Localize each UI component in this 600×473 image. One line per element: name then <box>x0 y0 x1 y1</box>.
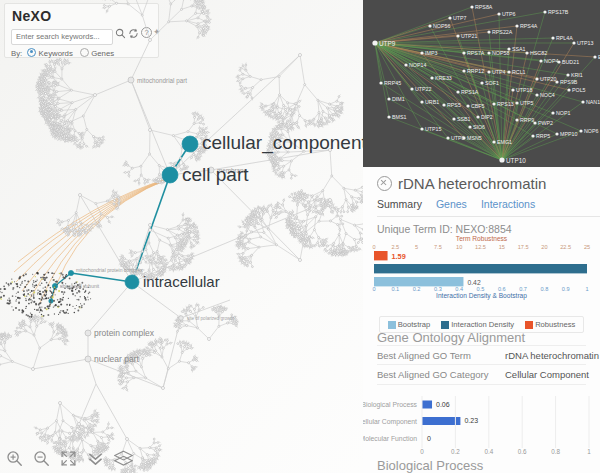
svg-text:MPP10: MPP10 <box>560 131 577 137</box>
svg-text:RPS22A: RPS22A <box>492 29 513 35</box>
svg-text:EMG1: EMG1 <box>497 139 512 145</box>
svg-text:RPS8A: RPS8A <box>475 4 493 10</box>
svg-text:UTP6: UTP6 <box>502 11 516 17</box>
svg-text:22.5: 22.5 <box>560 244 571 250</box>
svg-text:nuclear part: nuclear part <box>94 354 140 364</box>
svg-text:5: 5 <box>415 244 418 250</box>
svg-text:site of polarized growth: site of polarized growth <box>187 316 235 321</box>
svg-text:NOP1: NOP1 <box>556 110 570 116</box>
svg-text:NOP56: NOP56 <box>433 23 450 29</box>
svg-text:NOP4: NOP4 <box>544 58 558 64</box>
svg-text:UTP15: UTP15 <box>425 126 442 132</box>
svg-text:Biological Process: Biological Process <box>363 401 418 409</box>
svg-text:NAN1: NAN1 <box>586 99 600 105</box>
svg-text:UTP10: UTP10 <box>506 157 526 164</box>
svg-text:BMS1: BMS1 <box>392 114 406 120</box>
svg-text:KRI1: KRI1 <box>571 72 583 78</box>
svg-text:UTP20: UTP20 <box>540 76 557 82</box>
svg-text:DIM1: DIM1 <box>392 96 405 102</box>
svg-text:cell part: cell part <box>182 164 249 185</box>
svg-text:DIP2: DIP2 <box>481 114 493 120</box>
svg-text:NOP14: NOP14 <box>409 62 426 68</box>
svg-text:IMP3: IMP3 <box>425 50 437 56</box>
svg-text:0.9: 0.9 <box>562 286 570 292</box>
svg-text:BUD21: BUD21 <box>562 59 579 65</box>
svg-text:RPS1A: RPS1A <box>461 89 479 95</box>
svg-text:17.5: 17.5 <box>518 244 529 250</box>
svg-text:mitochondrial protein complex: mitochondrial protein complex <box>76 267 143 273</box>
svg-text:2.5: 2.5 <box>391 244 399 250</box>
svg-text:KRE33: KRE33 <box>435 75 452 81</box>
svg-text:NOP58: NOP58 <box>492 50 509 56</box>
svg-text:UTP13: UTP13 <box>577 40 594 46</box>
svg-text:MSN5: MSN5 <box>467 135 482 141</box>
svg-text:SOF1: SOF1 <box>485 80 499 86</box>
svg-text:1.59: 1.59 <box>392 252 406 261</box>
svg-text:RRP12: RRP12 <box>467 68 484 74</box>
svg-text:intracellular: intracellular <box>143 273 220 290</box>
svg-text:UTP4: UTP4 <box>492 69 506 75</box>
svg-text:20: 20 <box>541 244 547 250</box>
svg-text:PWP2: PWP2 <box>538 120 553 126</box>
svg-text:ribosomal subunit: ribosomal subunit <box>60 283 100 289</box>
svg-text:UTP7: UTP7 <box>453 15 467 21</box>
svg-text:NOP6: NOP6 <box>584 128 598 134</box>
svg-text:0.8: 0.8 <box>541 286 549 292</box>
svg-text:URB1: URB1 <box>425 99 439 105</box>
svg-text:protein complex: protein complex <box>94 328 155 338</box>
svg-text:RRP45: RRP45 <box>384 80 401 86</box>
svg-text:0: 0 <box>420 448 424 455</box>
svg-text:RRP9: RRP9 <box>520 117 534 123</box>
svg-text:HSC82: HSC82 <box>530 50 547 56</box>
svg-text:0: 0 <box>372 244 375 250</box>
svg-text:15: 15 <box>499 244 505 250</box>
svg-text:RPL4A: RPL4A <box>556 35 573 41</box>
svg-text:0.4: 0.4 <box>484 448 493 455</box>
svg-text:1: 1 <box>585 286 588 292</box>
svg-text:Interaction Density & Bootstra: Interaction Density & Bootstrap <box>436 292 527 300</box>
svg-text:Cellular Component: Cellular Component <box>363 418 417 426</box>
svg-text:UTP5: UTP5 <box>520 100 534 106</box>
svg-text:0.42: 0.42 <box>467 279 480 286</box>
svg-text:POL5: POL5 <box>572 87 586 93</box>
svg-text:UTP9: UTP9 <box>379 40 396 47</box>
svg-text:RPS5: RPS5 <box>447 102 461 108</box>
svg-text:RCL1: RCL1 <box>512 69 526 75</box>
svg-text:SSA1: SSA1 <box>512 46 526 52</box>
svg-text:UTP18: UTP18 <box>516 87 533 93</box>
svg-text:cellular_component: cellular_component <box>202 132 363 154</box>
svg-text:CBF5: CBF5 <box>471 103 485 109</box>
svg-text:0.8: 0.8 <box>551 448 560 455</box>
svg-text:0.2: 0.2 <box>451 448 460 455</box>
svg-text:12.5: 12.5 <box>475 244 486 250</box>
svg-text:SIO6: SIO6 <box>473 124 485 130</box>
svg-text:10: 10 <box>456 244 462 250</box>
svg-text:1: 1 <box>587 448 591 455</box>
svg-text:SSB1: SSB1 <box>457 116 471 122</box>
svg-text:mitochondrial part: mitochondrial part <box>137 77 187 85</box>
svg-text:UTP21: UTP21 <box>461 33 478 39</box>
svg-text:7.5: 7.5 <box>434 244 442 250</box>
svg-text:0: 0 <box>427 435 431 442</box>
svg-text:25: 25 <box>584 244 590 250</box>
svg-text:RPS13: RPS13 <box>497 101 514 107</box>
svg-text:0.23: 0.23 <box>464 417 478 424</box>
svg-text:0.06: 0.06 <box>436 401 450 408</box>
svg-text:0.6: 0.6 <box>518 448 527 455</box>
svg-text:UTP8: UTP8 <box>451 135 465 141</box>
svg-text:RPS4A: RPS4A <box>520 23 538 29</box>
svg-text:RRP5: RRP5 <box>536 133 550 139</box>
svg-text:0: 0 <box>372 286 375 292</box>
svg-text:NOC4: NOC4 <box>540 92 555 98</box>
svg-text:RPS7A: RPS7A <box>467 50 485 56</box>
svg-text:UTP22: UTP22 <box>415 86 432 92</box>
svg-text:RPS17B: RPS17B <box>548 9 569 15</box>
svg-text:0.2: 0.2 <box>413 286 421 292</box>
svg-text:RPS9B: RPS9B <box>560 79 578 85</box>
svg-text:Term Robustness: Term Robustness <box>456 236 508 242</box>
svg-text:Molecular Function: Molecular Function <box>363 435 417 442</box>
svg-text:0.1: 0.1 <box>391 286 399 292</box>
